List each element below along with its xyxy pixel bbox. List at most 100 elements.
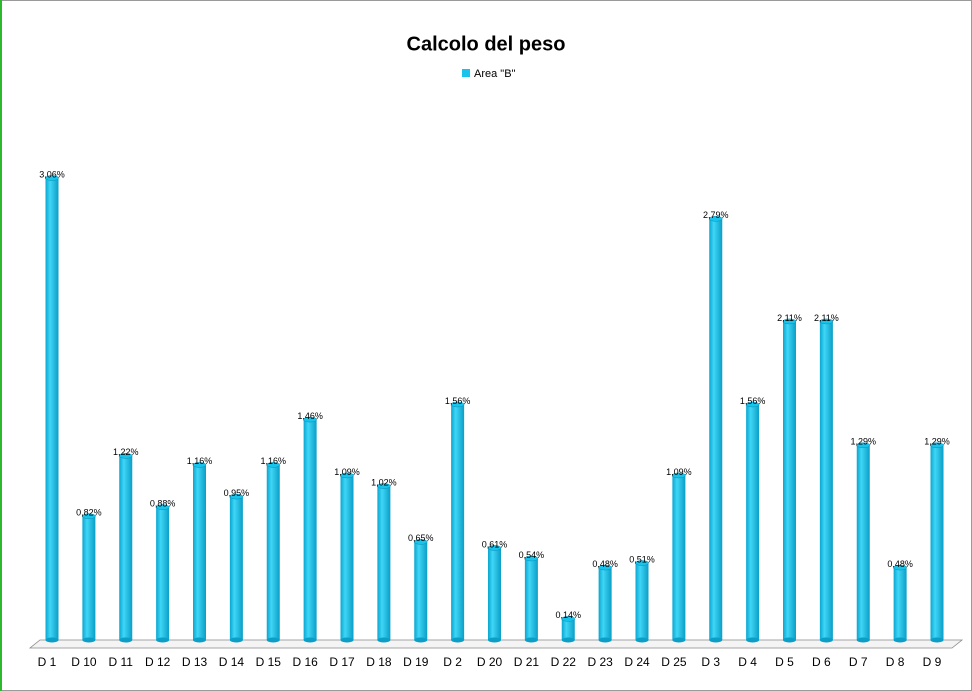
value-label: 0,95% [224,488,250,498]
x-tick-label: D 2 [443,655,462,669]
legend-label: Area "B" [474,68,516,80]
bar-base [819,637,833,643]
legend-swatch [462,69,470,77]
value-label: 1,02% [371,477,397,487]
bar-cap [930,442,944,448]
chart-title: Calcolo del peso [407,33,566,55]
value-label: 3,06% [39,169,65,179]
x-tick-label: D 5 [775,655,794,669]
x-tick-label: D 17 [329,655,355,669]
bar-cap [266,462,280,468]
bar-cap [414,539,428,545]
bar [635,563,649,640]
bar-cap [745,401,760,408]
bar-cap [709,216,723,222]
bar-cap [487,545,502,551]
bar-cap [524,555,539,562]
bar-base [635,637,649,643]
bar [340,475,354,640]
x-tick-label: D 7 [849,655,868,669]
bar-cap [119,453,133,459]
bar-cap [561,616,575,622]
bar [709,218,723,640]
x-tick-label: D 15 [256,655,282,669]
bar-cap [893,564,907,571]
x-tick-label: D 21 [514,655,540,669]
bar-base [119,637,133,643]
x-tick-label: D 18 [366,655,392,669]
bar [119,455,133,640]
bar-base [229,637,243,643]
bar-cap [45,175,59,181]
value-label: 1,16% [260,456,286,466]
bar [156,507,170,640]
value-label: 1,29% [924,437,950,447]
value-label: 1,56% [445,396,471,406]
x-tick-label: D 24 [624,655,650,669]
bar-cap [598,564,612,571]
bar-base [266,637,280,643]
bar-cap [635,560,649,566]
value-label: 1,56% [740,396,766,406]
value-label: 2,79% [703,210,729,220]
bar [561,618,575,640]
bar [524,558,538,640]
bar-base [156,637,170,643]
bar [746,404,760,640]
x-tick-label: D 11 [109,655,134,669]
bar-cap [819,318,834,325]
bar-cap [192,462,207,468]
bar-cap [856,442,870,448]
value-label: 1,16% [187,456,213,466]
bar [414,541,428,640]
value-label: 0,48% [592,559,618,569]
bar-base [709,637,723,643]
x-tick-label: D 1 [38,655,57,669]
bar-cap [672,472,686,479]
bar [377,486,391,640]
bar-cap [82,513,96,519]
bar-cap [229,493,244,500]
value-label: 0,54% [519,550,545,560]
bar [45,178,59,640]
value-label: 2,11% [814,313,839,323]
x-tick-label: D 16 [292,655,318,669]
x-tick-label: D 12 [145,655,171,669]
bar-base [930,637,944,643]
x-tick-label: D 22 [551,655,577,669]
x-tick-label: D 13 [182,655,208,669]
bar-base [524,637,538,643]
value-label: 1,29% [850,437,876,447]
value-label: 0,48% [887,559,913,569]
bar-cap [450,401,465,408]
value-label: 0,14% [555,610,581,620]
bar-base [672,637,686,643]
x-tick-label: D 25 [661,655,687,669]
x-tick-label: D 4 [738,655,757,669]
x-tick-label: D 10 [71,655,97,669]
bar-base [303,637,317,643]
value-label: 2,11% [777,313,802,323]
bar-base [746,637,760,643]
bar [266,464,280,640]
bar [193,464,206,640]
bar-base [856,637,870,643]
bar-cap [340,472,354,479]
bar-base [193,637,206,643]
bar [303,419,317,640]
bar [930,445,944,640]
bar-cap [155,504,170,510]
bar [672,475,686,640]
value-label: 0,65% [408,533,434,543]
value-label: 0,61% [482,539,508,549]
bar-cap [303,416,317,423]
bar [893,567,907,640]
bar [82,516,96,640]
value-label: 0,51% [629,554,655,564]
value-label: 0,82% [76,508,102,518]
value-label: 1,09% [666,467,692,477]
x-tick-label: D 9 [923,655,942,669]
bar-cap [377,483,391,489]
x-tick-label: D 23 [587,655,613,669]
bar [229,496,243,640]
